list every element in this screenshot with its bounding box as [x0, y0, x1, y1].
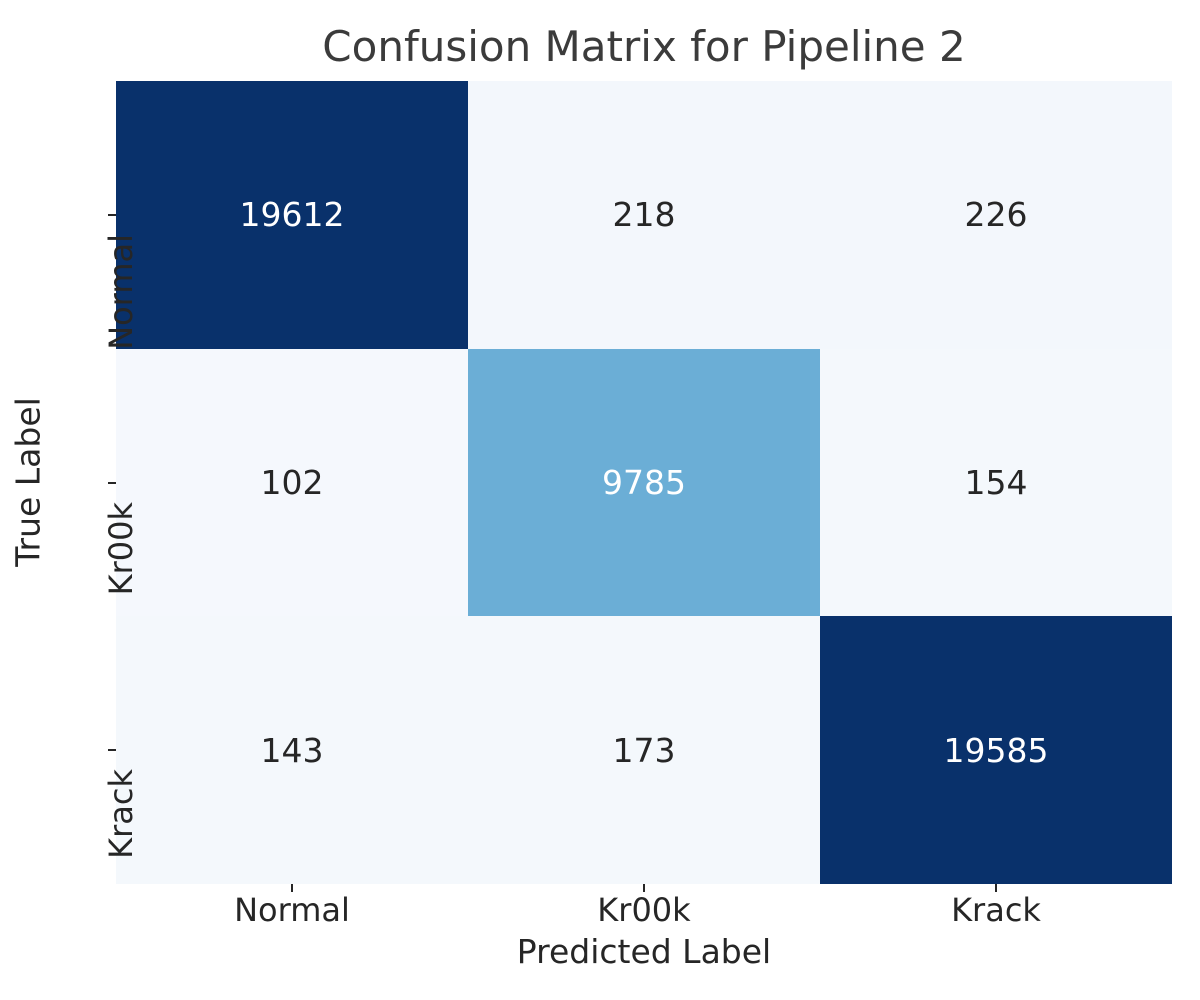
heatmap-plot-area: 19612 218 226 102 9785 154 143 173 19585 — [116, 81, 1172, 884]
cell-value: 9785 — [602, 462, 686, 502]
cell-value: 218 — [612, 195, 676, 235]
cell-value: 143 — [260, 730, 324, 770]
x-tick-mark — [291, 884, 293, 892]
y-tick-mark — [108, 749, 116, 752]
x-tick-mark — [995, 884, 997, 892]
cell-value: 102 — [260, 462, 324, 502]
y-tick-mark — [108, 481, 116, 484]
matrix-cell-Krack-Kr00k: 173 — [468, 616, 820, 884]
chart-title: Confusion Matrix for Pipeline 2 — [322, 22, 966, 71]
cell-value: 154 — [964, 462, 1028, 502]
matrix-cell-Kr00k-Kr00k: 9785 — [468, 348, 820, 617]
x-tick-label-Kr00k: Kr00k — [597, 891, 691, 929]
x-tick-label-Normal: Normal — [234, 891, 350, 929]
matrix-cell-Kr00k-Krack: 154 — [820, 348, 1172, 617]
matrix-cell-Krack-Normal: 143 — [116, 616, 468, 884]
cell-value: 173 — [612, 730, 676, 770]
y-tick-label-Kr00k: Kr00k — [102, 501, 140, 595]
y-tick-label-Normal: Normal — [102, 233, 140, 350]
matrix-cell-Krack-Krack: 19585 — [820, 616, 1172, 884]
y-tick-mark — [108, 213, 116, 216]
heatmap-grid: 19612 218 226 102 9785 154 143 173 19585 — [116, 81, 1172, 884]
matrix-cell-Normal-Normal: 19612 — [116, 81, 468, 349]
y-axis-label: True Label — [8, 397, 48, 567]
y-tick-label-Krack: Krack — [102, 769, 140, 860]
matrix-cell-Normal-Krack: 226 — [820, 81, 1172, 349]
matrix-cell-Normal-Kr00k: 218 — [468, 81, 820, 349]
cell-value: 226 — [964, 195, 1028, 235]
cell-value: 19585 — [943, 730, 1049, 770]
x-tick-label-Krack: Krack — [951, 891, 1041, 929]
matrix-cell-Kr00k-Normal: 102 — [116, 348, 468, 617]
cell-value: 19612 — [239, 195, 345, 235]
x-axis-label: Predicted Label — [516, 932, 772, 971]
x-tick-mark — [643, 884, 645, 892]
